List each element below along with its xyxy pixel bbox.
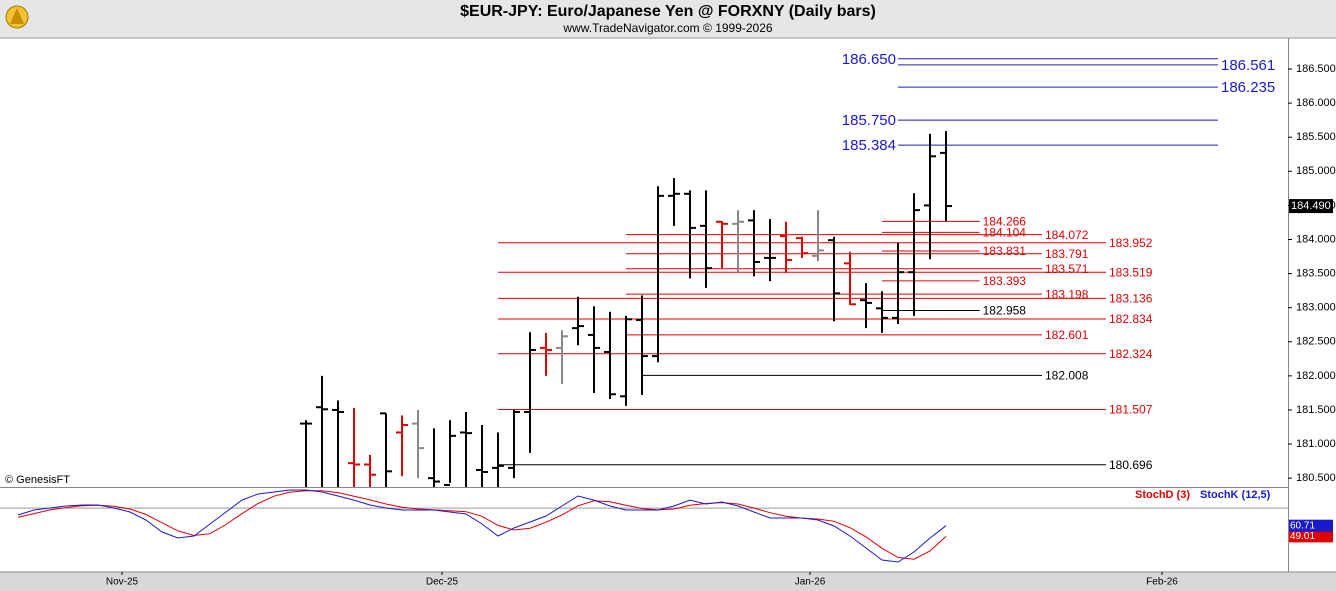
level-label: 184.104 — [983, 226, 1027, 240]
y-tick-label: 185.000 — [1296, 165, 1336, 177]
level-label: 185.384 — [842, 137, 896, 154]
y-tick-label: 182.000 — [1296, 370, 1336, 382]
level-label: 181.507 — [1109, 403, 1153, 417]
source: © GenesisFT — [5, 474, 70, 486]
level-label: 186.235 — [1221, 79, 1275, 96]
level-label: 182.601 — [1045, 328, 1089, 342]
level-label: 180.696 — [1109, 458, 1153, 472]
date-axis-band — [0, 572, 1336, 591]
level-label: 185.750 — [842, 112, 896, 129]
level-label: 186.561 — [1221, 57, 1275, 74]
level-label: 182.958 — [983, 304, 1027, 318]
last-value-label: 49.01 — [1290, 531, 1315, 542]
price-panel: 186.650 186.561 186.235 185.750 185.384 184.2… — [300, 51, 1275, 487]
x-tick-label: Nov-25 — [106, 577, 139, 588]
legend-entry: StochK (12,5) — [1200, 489, 1271, 501]
y-tick-label: 186.000 — [1296, 97, 1336, 109]
x-tick-label: Jan-26 — [795, 577, 826, 588]
level-label: 183.571 — [1045, 262, 1089, 276]
y-tick-label: 180.500 — [1296, 472, 1336, 484]
y-tick-label: 183.000 — [1296, 302, 1336, 314]
x-tick-label: Dec-25 — [426, 577, 459, 588]
stoch-panel — [0, 489, 1288, 563]
last-value-box — [1289, 530, 1333, 543]
level-label: 183.393 — [983, 274, 1027, 288]
level-label: 186.650 — [842, 51, 896, 68]
level-label: 183.952 — [1109, 236, 1153, 250]
y-tick-label: 181.000 — [1296, 438, 1336, 450]
last-value-box — [1289, 519, 1333, 532]
last-value-label: 60.71 — [1290, 520, 1315, 531]
last-price-box — [1289, 199, 1333, 214]
y-tick-label: 186.500 — [1296, 63, 1336, 75]
chart-title: $EUR-JPY: Euro/Japanese Yen @ FORXNY (Da… — [460, 3, 876, 20]
stoch-line — [17, 490, 947, 560]
legend-entry: StochD (3) — [1135, 489, 1190, 501]
logo — [5, 5, 29, 29]
level-label: 183.136 — [1109, 292, 1153, 306]
chart-subtitle: www.TradeNavigator.com © 1999-2026 — [562, 21, 772, 35]
stoch-line — [17, 489, 947, 563]
last-price-label: 184.490 — [1291, 200, 1331, 212]
y-tick-label: 182.500 — [1296, 336, 1336, 348]
level-label: 182.008 — [1045, 368, 1089, 382]
x-tick-label: Feb-26 — [1146, 577, 1178, 588]
level-label: 183.791 — [1045, 247, 1089, 261]
y-tick-label: 185.500 — [1296, 131, 1336, 143]
level-label: 182.834 — [1109, 312, 1153, 326]
level-label: 184.072 — [1045, 228, 1089, 242]
y-tick-label: 184.000 — [1296, 233, 1336, 245]
level-label: 183.519 — [1109, 265, 1153, 279]
y-tick-label: 183.500 — [1296, 267, 1336, 279]
level-label: 182.324 — [1109, 347, 1153, 361]
header-band — [0, 0, 1336, 38]
level-label: 183.831 — [983, 244, 1027, 258]
level-label: 183.198 — [1045, 287, 1089, 301]
level-label: 184.266 — [983, 215, 1027, 229]
y-tick-label: 181.500 — [1296, 404, 1336, 416]
axes: 180.500 181.000 181.500 182.000 182.500 183.0… — [106, 63, 1336, 588]
